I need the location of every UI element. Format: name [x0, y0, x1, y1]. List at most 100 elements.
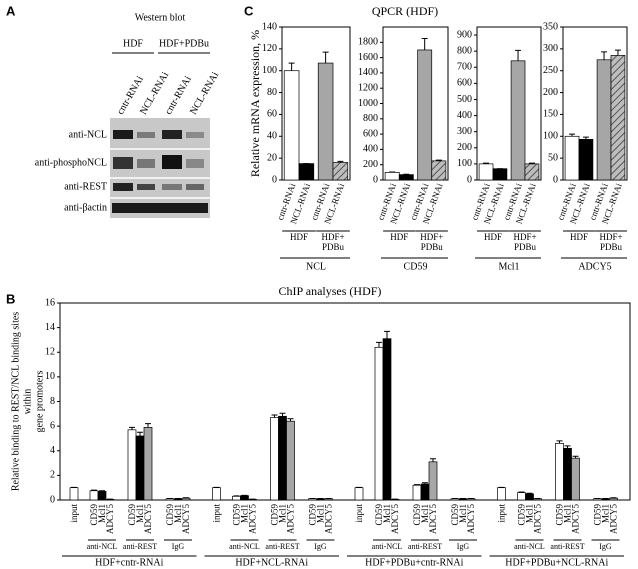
- gene-label: Mcl1: [498, 261, 519, 272]
- y-tick-label: 100: [543, 131, 558, 142]
- y-tick-label: 1600: [358, 52, 378, 63]
- bar: [555, 443, 564, 501]
- bar-label: Mcl1: [135, 504, 145, 523]
- bar-label: input: [212, 504, 222, 523]
- bar-label: Mcl1: [240, 504, 250, 523]
- panel-label: B: [6, 291, 15, 306]
- bar-label: Mcl1: [278, 504, 288, 523]
- bar: [510, 60, 526, 181]
- error-bar: [376, 341, 382, 348]
- bar: [143, 427, 153, 501]
- blot-title: Western blot: [135, 12, 186, 23]
- bar-label: CD59: [517, 504, 527, 526]
- y-tick-label: 250: [543, 65, 558, 76]
- group-label: PDBu: [514, 242, 537, 252]
- y-tick-label: 120: [262, 43, 277, 54]
- error-bar: [287, 418, 294, 422]
- bar-label: ADCY5: [533, 504, 543, 535]
- y-tick-label: 6: [50, 420, 55, 431]
- subgroup-label: anti-REST: [408, 542, 442, 551]
- bar-label: input: [354, 504, 364, 523]
- panel-label: C: [244, 3, 254, 18]
- error-bar: [614, 49, 621, 56]
- bar-label: CD59: [165, 504, 175, 526]
- error-bar: [569, 133, 576, 137]
- bar-label: Mcl1: [173, 504, 183, 523]
- bar-label: Mcl1: [525, 504, 535, 523]
- gene-label: NCL: [306, 261, 326, 272]
- error-bar: [556, 440, 563, 444]
- blot-band: [186, 184, 204, 190]
- bar: [563, 447, 572, 501]
- bar: [89, 490, 99, 501]
- bar-label: Mcl1: [420, 504, 430, 523]
- error-bar: [601, 51, 608, 60]
- bar: [478, 163, 494, 181]
- subgroup-label: anti-NCL: [229, 542, 260, 551]
- bar: [525, 493, 534, 501]
- bar: [298, 163, 315, 181]
- panel-label: A: [6, 3, 16, 18]
- group-label: PDBu: [600, 242, 623, 252]
- bar-label: CD59: [232, 504, 242, 526]
- bar-label: CD59: [270, 504, 280, 526]
- y-tick-label: 100: [457, 158, 472, 169]
- subgroup-label: anti-REST: [265, 542, 299, 551]
- bar-label: Mcl1: [97, 504, 107, 523]
- bar-label: CD59: [450, 504, 460, 526]
- blot-group: HDF: [123, 38, 143, 49]
- y-axis-label: Relative binding to REST/NCL binding sit…: [10, 312, 21, 491]
- bar-label: ADCY5: [181, 504, 191, 535]
- bar-label: Mcl1: [601, 504, 611, 523]
- error-bar: [526, 492, 533, 494]
- qpcr-title: QPCR (HDF): [372, 4, 438, 18]
- bar-label: Mcl1: [563, 504, 573, 523]
- y-tick-label: 10: [45, 371, 55, 382]
- group-label: HDF+: [420, 232, 443, 242]
- bar-label: CD59: [593, 504, 603, 526]
- group-label: PDBu: [421, 242, 444, 252]
- blot-band: [112, 203, 208, 213]
- y-tick-label: 0: [272, 174, 277, 185]
- error-bar: [91, 489, 97, 491]
- bar: [596, 59, 612, 181]
- bar: [382, 338, 392, 501]
- bar: [232, 495, 241, 501]
- plot-frame: [382, 26, 449, 181]
- bar-label: ADCY5: [286, 504, 296, 535]
- blot-band: [113, 157, 133, 169]
- bar-label: ADCY5: [428, 504, 438, 535]
- y-tick-label: 16: [45, 297, 55, 308]
- y-tick-label: 1800: [358, 37, 378, 48]
- bar: [492, 168, 508, 181]
- y-tick-label: 400: [457, 110, 472, 121]
- error-bar: [572, 455, 579, 459]
- row-label: anti-NCL: [69, 129, 107, 140]
- y-tick-label: 40: [267, 131, 277, 142]
- y-axis-label: gene promoters: [34, 370, 45, 432]
- y-tick-label: 0: [50, 494, 55, 505]
- y-tick-label: 800: [363, 113, 378, 124]
- group-label: HDF+cntr-RNAi: [95, 557, 163, 568]
- bar: [212, 487, 221, 501]
- blot-band: [113, 130, 133, 139]
- blot-band: [137, 132, 155, 138]
- bar: [317, 62, 334, 181]
- plot-frame: [562, 26, 628, 181]
- subgroup-label: IgG: [599, 542, 612, 551]
- bar: [517, 492, 526, 501]
- bar: [354, 487, 364, 501]
- error-bar: [137, 431, 143, 436]
- chart-title: ChIP analyses (HDF): [279, 284, 382, 298]
- y-tick-label: 60: [267, 109, 277, 120]
- group-label: HDF: [390, 232, 408, 242]
- y-tick-label: 900: [457, 29, 472, 40]
- blot-band: [186, 132, 204, 138]
- bar-label: CD59: [374, 504, 384, 526]
- y-tick-label: 600: [457, 78, 472, 89]
- bar-label: Mcl1: [382, 504, 392, 523]
- bar-label: CD59: [412, 504, 422, 526]
- y-tick-label: 12: [45, 347, 55, 358]
- y-tick-label: 500: [457, 94, 472, 105]
